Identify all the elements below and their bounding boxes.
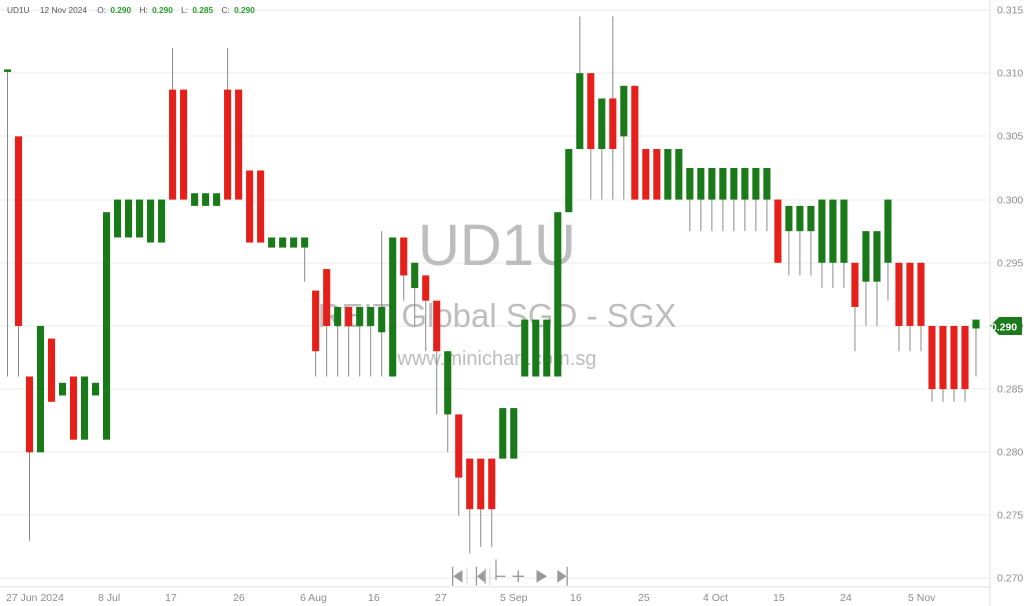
svg-text:6 Aug: 6 Aug — [300, 592, 327, 604]
svg-text:0.315: 0.315 — [997, 5, 1023, 17]
svg-text:8 Jul: 8 Jul — [98, 592, 120, 604]
svg-text:0.310: 0.310 — [997, 68, 1023, 80]
svg-text:0.300: 0.300 — [997, 195, 1023, 207]
svg-text:0.285: 0.285 — [997, 384, 1023, 396]
svg-text:27 Jun 2024: 27 Jun 2024 — [6, 592, 64, 604]
svg-text:26: 26 — [233, 592, 245, 604]
svg-text:5 Sep: 5 Sep — [500, 592, 528, 604]
svg-text:UD1U: UD1U — [418, 213, 576, 278]
svg-text:0.275: 0.275 — [997, 510, 1023, 522]
svg-text:0.305: 0.305 — [997, 131, 1023, 143]
svg-text:www.minichart.com.sg: www.minichart.com.sg — [397, 348, 597, 370]
svg-text:15: 15 — [773, 592, 785, 604]
svg-text:25: 25 — [638, 592, 650, 604]
svg-text:24: 24 — [840, 592, 852, 604]
svg-text:16: 16 — [368, 592, 380, 604]
svg-text:0.290: 0.290 — [991, 322, 1017, 334]
svg-text:5 Nov: 5 Nov — [908, 592, 936, 604]
svg-text:0.280: 0.280 — [997, 447, 1023, 459]
svg-text:16: 16 — [570, 592, 582, 604]
svg-text:27: 27 — [435, 592, 447, 604]
svg-text:17: 17 — [165, 592, 177, 604]
svg-text:0.270: 0.270 — [997, 573, 1023, 585]
svg-text:4 Oct: 4 Oct — [703, 592, 728, 604]
svg-text:0.295: 0.295 — [997, 258, 1023, 270]
